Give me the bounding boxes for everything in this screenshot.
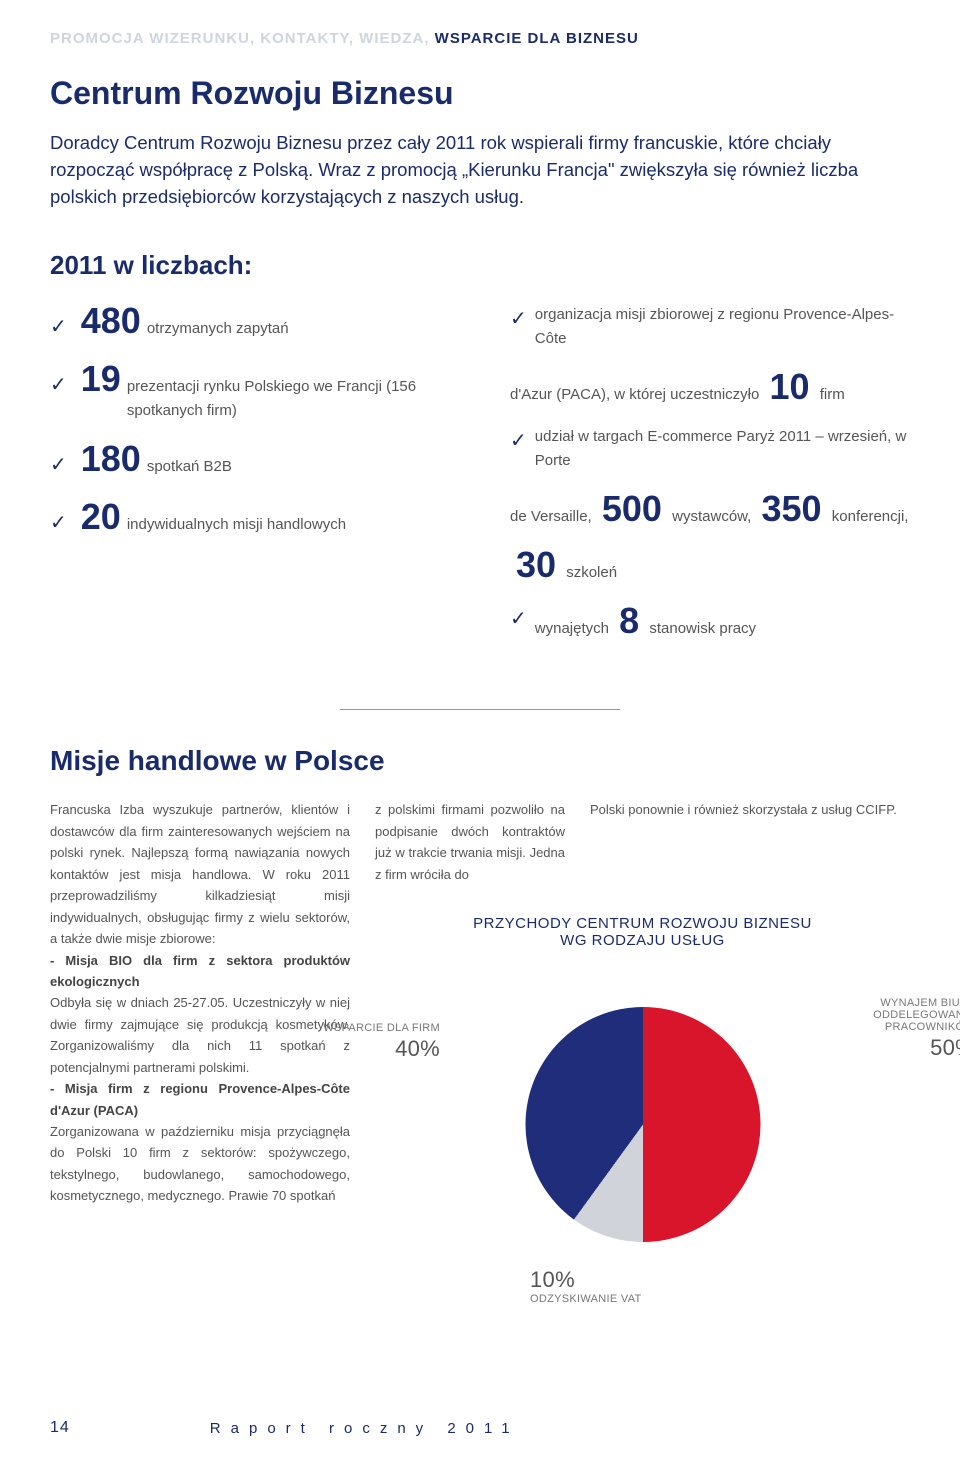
pie-circle bbox=[525, 1007, 760, 1242]
body-subtitle: - Misja BIO dla firm z sektora produktów… bbox=[50, 953, 350, 989]
check-icon: ✓ bbox=[510, 303, 527, 335]
body-col-1: Francuska Izba wyszukuje partnerów, klie… bbox=[50, 799, 350, 1297]
pie-label-pct: 50% bbox=[805, 1035, 960, 1061]
stat-label: prezentacji rynku Polskiego we Francji (… bbox=[127, 375, 450, 423]
stat-label: spotkań B2B bbox=[147, 455, 232, 479]
page-title: Centrum Rozwoju Biznesu bbox=[50, 75, 910, 112]
pie-chart-section: PRZYCHODY CENTRUM ROZWOJU BIZNESUWG RODZ… bbox=[375, 885, 910, 1297]
stat-19: ✓ 19 prezentacji rynku Polskiego we Fran… bbox=[50, 361, 450, 423]
stat-ecommerce: ✓ udział w targach E-commerce Paryż 2011… bbox=[510, 425, 910, 473]
stat-text: udział w targach E-commerce Paryż 2011 –… bbox=[535, 428, 907, 469]
stat-label: indywidualnych misji handlowych bbox=[127, 513, 346, 537]
body-text: Odbyła się w dniach 25-27.05. Uczestnicz… bbox=[50, 995, 350, 1074]
stat-mission: ✓ organizacja misji zbiorowej z regionu … bbox=[510, 303, 910, 351]
body-subtitle: - Misja firm z regionu Provence-Alpes-Cô… bbox=[50, 1081, 350, 1117]
section-title: Misje handlowe w Polsce bbox=[50, 745, 910, 777]
check-icon: ✓ bbox=[510, 425, 527, 457]
stat-text: stanowisk pracy bbox=[649, 620, 756, 637]
stat-value: 8 bbox=[619, 600, 639, 641]
stat-value: 20 bbox=[81, 499, 121, 535]
numbers-col-right: ✓ organizacja misji zbiorowej z regionu … bbox=[510, 303, 910, 659]
numbers-grid: ✓ 480 otrzymanych zapytań ✓ 19 prezentac… bbox=[50, 303, 910, 659]
header-light: PROMOCJA WIZERUNKU, KONTAKTY, WIEDZA, bbox=[50, 30, 435, 47]
stat-value: 19 bbox=[81, 361, 121, 397]
stat-value: 480 bbox=[81, 303, 141, 339]
stat-label: otrzymanych zapytań bbox=[147, 317, 289, 341]
stat-text: organizacja misji zbiorowej z regionu Pr… bbox=[535, 306, 894, 347]
pie-label-text: ODZYSKIWANIE VAT bbox=[530, 1293, 642, 1305]
stat-value: 180 bbox=[81, 441, 141, 477]
check-icon: ✓ bbox=[50, 311, 67, 343]
stat-value: 10 bbox=[770, 366, 810, 407]
pie-label-pct: 40% bbox=[320, 1036, 440, 1062]
page-footer: 14 Raport roczny 2011 bbox=[50, 1419, 910, 1437]
pie-label-text: WSPARCIE DLA FIRM bbox=[320, 1022, 440, 1034]
stat-text: wynajętych bbox=[535, 620, 609, 637]
footer-text: Raport roczny 2011 bbox=[210, 1420, 520, 1437]
body-text: Zorganizowana w październiku misja przyc… bbox=[50, 1124, 350, 1203]
check-icon: ✓ bbox=[50, 449, 67, 481]
check-icon: ✓ bbox=[510, 603, 527, 635]
numbers-heading: 2011 w liczbach: bbox=[50, 250, 910, 281]
stat-text: firm bbox=[820, 386, 845, 403]
stat-30: 30 szkoleń bbox=[510, 547, 910, 585]
header-strip: PROMOCJA WIZERUNKU, KONTAKTY, WIEDZA, WS… bbox=[50, 30, 910, 47]
check-icon: ✓ bbox=[50, 369, 67, 401]
stat-10firms: d'Azur (PACA), w której uczestniczyło 10… bbox=[510, 369, 910, 407]
body-col-right-wrap: z polskimi firmami pozwoliło na podpisan… bbox=[375, 799, 910, 1297]
stat-20: ✓ 20 indywidualnych misji handlowych bbox=[50, 499, 450, 539]
intro-paragraph: Doradcy Centrum Rozwoju Biznesu przez ca… bbox=[50, 130, 910, 210]
stat-value: 30 bbox=[516, 544, 556, 585]
numbers-col-left: ✓ 480 otrzymanych zapytań ✓ 19 prezentac… bbox=[50, 303, 450, 659]
stat-text: d'Azur (PACA), w której uczestniczyło bbox=[510, 386, 759, 403]
pie-chart: WSPARCIE DLA FIRM 40% WYNAJEM BIUR I ODD… bbox=[375, 967, 910, 1297]
stat-value: 350 bbox=[762, 488, 822, 529]
body-columns: Francuska Izba wyszukuje partnerów, klie… bbox=[50, 799, 910, 1297]
check-icon: ✓ bbox=[50, 507, 67, 539]
stat-text: szkoleń bbox=[566, 564, 617, 581]
chart-title: PRZYCHODY CENTRUM ROZWOJU BIZNESUWG RODZ… bbox=[375, 915, 910, 949]
stat-versaille: de Versaille, 500 wystawców, 350 konfere… bbox=[510, 491, 910, 529]
stat-text: de Versaille, bbox=[510, 508, 592, 525]
section-divider bbox=[340, 709, 620, 710]
pie-label-text: WYNAJEM BIUR I ODDELEGOWANIE PRACOWNIKÓW bbox=[805, 997, 960, 1033]
stat-180: ✓ 180 spotkań B2B bbox=[50, 441, 450, 481]
stat-480: ✓ 480 otrzymanych zapytań bbox=[50, 303, 450, 343]
body-text: Francuska Izba wyszukuje partnerów, klie… bbox=[50, 802, 350, 946]
body-col-2: z polskimi firmami pozwoliło na podpisan… bbox=[375, 799, 565, 885]
stat-text: konferencji, bbox=[832, 508, 909, 525]
page-number: 14 bbox=[50, 1419, 70, 1437]
pie-label-pct: 10% bbox=[530, 1267, 642, 1293]
stat-value: 500 bbox=[602, 488, 662, 529]
pie-label-bottom: 10% ODZYSKIWANIE VAT bbox=[530, 1265, 642, 1305]
stat-text: wystawców, bbox=[672, 508, 751, 525]
pie-label-right: WYNAJEM BIUR I ODDELEGOWANIE PRACOWNIKÓW… bbox=[805, 997, 960, 1061]
stat-8: ✓ wynajętych 8 stanowisk pracy bbox=[510, 603, 910, 641]
body-col-3: Polski ponownie i również skorzystała z … bbox=[590, 799, 910, 885]
header-dark: WSPARCIE DLA BIZNESU bbox=[435, 30, 639, 47]
pie-label-left: WSPARCIE DLA FIRM 40% bbox=[320, 1022, 440, 1062]
